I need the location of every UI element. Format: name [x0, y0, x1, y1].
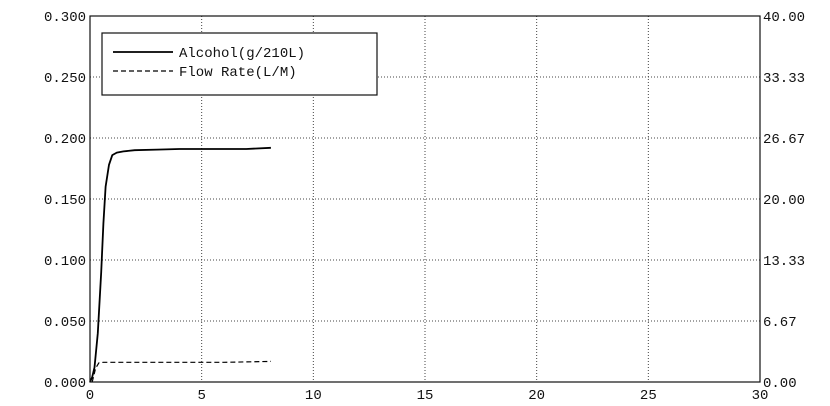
x-tick-label: 10 [305, 388, 322, 404]
y2-tick-label: 40.00 [763, 10, 805, 26]
x-tick-label: 20 [528, 388, 545, 404]
y-tick-label: 0.050 [44, 315, 86, 331]
x-tick-label: 25 [640, 388, 657, 404]
x-tick-label: 0 [86, 388, 94, 404]
series-line-alcohol [89, 146, 271, 383]
y2-tick-label: 20.00 [763, 193, 805, 209]
plot-frame [89, 15, 761, 383]
series-line-flow-rate [91, 360, 271, 383]
x-tick-label: 30 [752, 388, 769, 404]
y-tick-label: 0.300 [44, 10, 86, 26]
y2-tick-label: 0.00 [763, 376, 797, 392]
y2-tick-label: 26.67 [763, 132, 805, 148]
x-tick-label: 5 [197, 388, 205, 404]
y-tick-label: 0.100 [44, 254, 86, 270]
y-tick-label: 0.250 [44, 71, 86, 87]
y-tick-label: 0.200 [44, 132, 86, 148]
y2-tick-label: 6.67 [763, 315, 797, 331]
y-tick-label: 0.000 [44, 376, 86, 392]
y2-tick-label: 13.33 [763, 254, 805, 270]
y-tick-label: 0.150 [44, 193, 86, 209]
x-tick-label: 15 [417, 388, 434, 404]
ticks-layer: 0 5 10 15 20 25 30 0.000 0.00 0.050 6.67 0.100 13.33… [44, 10, 805, 404]
legend-label: Flow Rate(L/M) [179, 65, 297, 81]
series-layer [89, 146, 271, 383]
legend-box [101, 32, 378, 96]
y2-tick-label: 33.33 [763, 71, 805, 87]
legend-label: Alcohol(g/210L) [179, 46, 305, 62]
legend: Alcohol(g/210L) Flow Rate(L/M) [101, 32, 378, 96]
